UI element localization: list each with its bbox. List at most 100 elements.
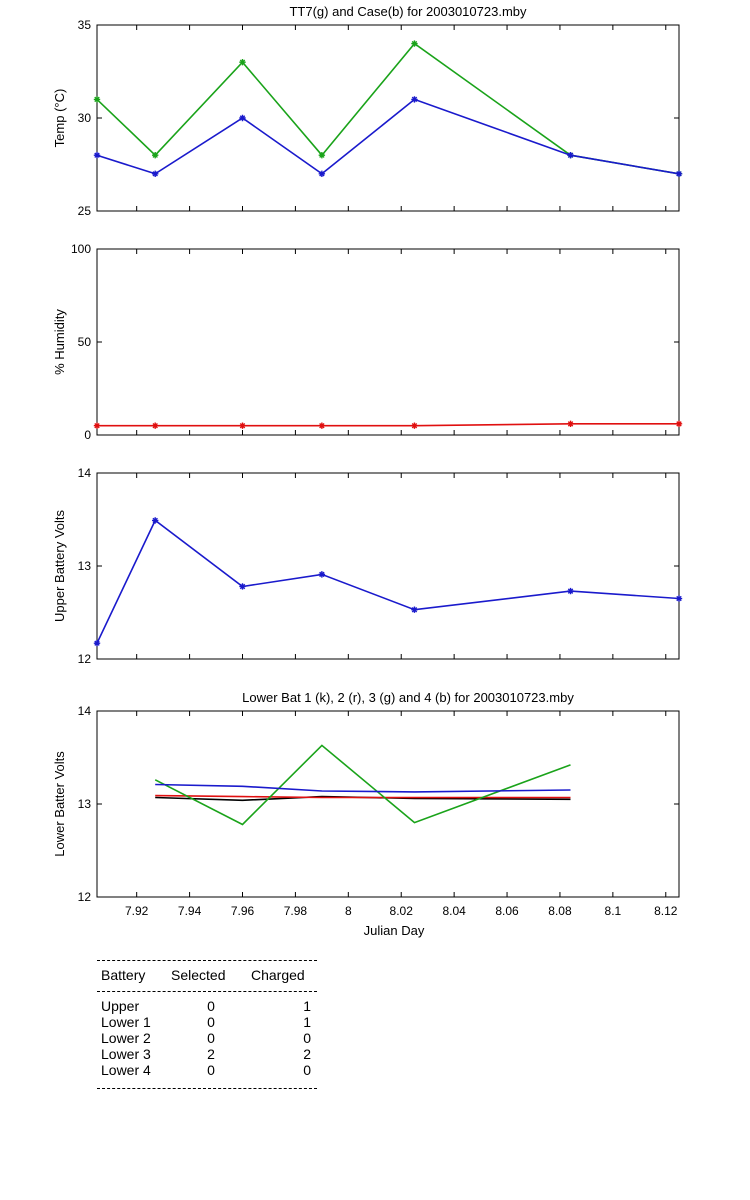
battery-name: Upper <box>101 998 140 1014</box>
table-row: Lower 4 0 0 <box>101 1062 317 1078</box>
selected-value: 2 <box>207 1046 215 1062</box>
chart-title: TT7(g) and Case(b) for 2003010723.mby <box>289 4 527 19</box>
x-tick-label: 7.98 <box>284 904 308 918</box>
series-line <box>96 519 680 644</box>
table-row: Lower 3 2 2 <box>101 1046 317 1062</box>
series-line <box>155 794 571 799</box>
divider <box>97 991 317 992</box>
table-row: Lower 2 0 0 <box>101 1030 317 1046</box>
data-point <box>93 422 101 429</box>
data-point <box>567 152 574 159</box>
data-point <box>318 422 326 429</box>
header-selected: Selected <box>171 967 226 983</box>
axes-frame <box>96 710 680 898</box>
chart-panel-1: 25 30 35 TT7(g) and Case(b) for 2003010723.… <box>52 4 683 218</box>
selected-value: 0 <box>207 1030 215 1046</box>
divider <box>97 1088 317 1089</box>
y-axis-label: Upper Battery Volts <box>52 510 67 622</box>
x-tick-label: 8.1 <box>605 904 622 918</box>
series-line <box>155 783 571 793</box>
y-tick-label: 13 <box>78 559 92 573</box>
battery-summary-table: Battery Selected Charged Upper 0 1 Lower… <box>97 960 317 1089</box>
y-axis-label: % Humidity <box>52 309 67 375</box>
data-point <box>93 639 101 647</box>
data-point <box>239 114 246 122</box>
selected-value: 0 <box>207 998 215 1014</box>
data-point <box>239 59 246 66</box>
series-line <box>97 422 679 427</box>
battery-name: Lower 4 <box>101 1062 151 1078</box>
y-tick-label: 14 <box>78 466 92 480</box>
data-point <box>152 152 159 159</box>
data-point <box>93 152 101 159</box>
data-point <box>567 587 574 595</box>
data-point <box>93 96 101 103</box>
data-point <box>318 170 326 177</box>
series-line <box>154 744 571 826</box>
y-tick-label: 0 <box>84 428 91 442</box>
table-row: Upper 0 1 <box>101 998 317 1014</box>
y-tick-label: 12 <box>78 652 92 666</box>
data-point <box>152 170 159 177</box>
chart-title: Lower Bat 1 (k), 2 (r), 3 (g) and 4 (b) … <box>242 690 574 705</box>
divider <box>97 960 317 961</box>
battery-name: Lower 1 <box>101 1014 151 1030</box>
y-tick-label: 35 <box>78 18 92 32</box>
battery-name: Lower 3 <box>101 1046 151 1062</box>
header-battery: Battery <box>101 967 146 983</box>
data-point <box>411 606 418 613</box>
data-point <box>239 583 246 590</box>
data-point <box>411 96 418 103</box>
x-tick-label: 7.96 <box>231 904 255 918</box>
y-tick-label: 25 <box>78 204 92 218</box>
chart-panel-3: 12 13 14 Upper Battery Volts <box>52 466 683 666</box>
series-line <box>96 98 680 175</box>
y-tick-label: 13 <box>78 797 92 811</box>
y-axis-label: Temp (°C) <box>52 89 67 148</box>
selected-value: 0 <box>207 1062 215 1078</box>
charged-value: 0 <box>303 1062 311 1078</box>
x-tick-label: 8.08 <box>548 904 572 918</box>
data-point <box>318 571 326 578</box>
axes-frame <box>96 248 680 436</box>
data-point <box>675 170 683 177</box>
charged-value: 1 <box>303 1014 311 1030</box>
data-point <box>152 422 159 429</box>
chart-panel-2: 0 50 100 % Humidity <box>52 242 683 442</box>
x-tick-label: 8 <box>345 904 352 918</box>
x-tick-label: 8.04 <box>442 904 466 918</box>
axes-frame <box>96 24 680 212</box>
battery-name: Lower 2 <box>101 1030 151 1046</box>
figure: 25 30 35 TT7(g) and Case(b) for 2003010723.… <box>52 4 683 938</box>
data-point <box>675 420 683 428</box>
data-point <box>567 420 574 428</box>
x-tick-label: 7.94 <box>178 904 202 918</box>
data-point <box>675 595 683 602</box>
selected-value: 0 <box>207 1014 215 1030</box>
data-point <box>152 517 159 524</box>
x-tick-label: 7.92 <box>125 904 149 918</box>
series-line <box>155 795 571 802</box>
axes-frame <box>96 472 680 660</box>
y-axis-label: Lower Batter Volts <box>52 751 67 857</box>
charged-value: 1 <box>303 998 311 1014</box>
x-tick-label: 8.02 <box>390 904 414 918</box>
x-tick-label: 8.12 <box>654 904 678 918</box>
x-tick-label: 8.06 <box>495 904 519 918</box>
data-point <box>411 40 418 47</box>
data-point <box>318 152 326 159</box>
charged-value: 0 <box>303 1030 311 1046</box>
table-header: Battery Selected Charged <box>97 961 317 991</box>
header-charged: Charged <box>251 967 305 983</box>
y-tick-label: 100 <box>71 242 91 256</box>
table-row: Lower 1 0 1 <box>101 1014 317 1030</box>
data-point <box>411 422 418 429</box>
charged-value: 2 <box>303 1046 311 1062</box>
data-point <box>239 422 246 429</box>
x-axis-label: Julian Day <box>364 923 425 938</box>
chart-panel-4: 12 13 14 7.92 7.94 7.96 7.98 8 8.02 8.04 8.06 8.08 8… <box>52 690 680 938</box>
y-tick-label: 30 <box>78 111 92 125</box>
y-tick-label: 12 <box>78 890 92 904</box>
y-tick-label: 14 <box>78 704 92 718</box>
y-tick-label: 50 <box>78 335 92 349</box>
